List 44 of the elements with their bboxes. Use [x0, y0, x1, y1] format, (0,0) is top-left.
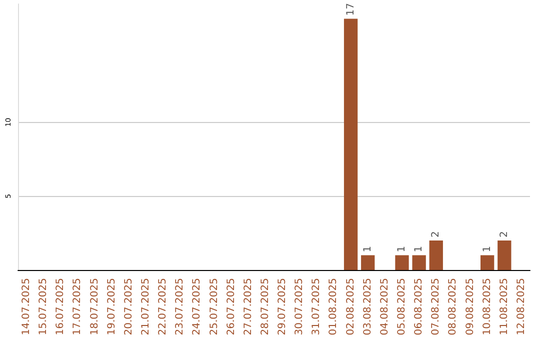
data-label: 2: [498, 231, 510, 238]
x-tick-label: 22.07.2025: [158, 278, 169, 336]
bar: [412, 255, 426, 270]
bar: [498, 240, 512, 270]
x-tick-label: 24.07.2025: [192, 278, 203, 336]
data-label: 1: [414, 246, 425, 252]
x-tick-label: 19.07.2025: [106, 278, 118, 336]
x-tick-label: 30.07.2025: [294, 278, 306, 336]
x-tick-label: 02.08.2025: [345, 278, 356, 336]
x-tick-label: 25.07.2025: [208, 278, 220, 336]
x-tick-label: 10.08.2025: [482, 278, 493, 336]
bar: [480, 255, 494, 270]
x-tick-label: 16.07.2025: [55, 278, 66, 336]
x-tick-label: 05.08.2025: [396, 278, 408, 336]
x-tick-label: 18.07.2025: [89, 278, 100, 336]
x-tick-label: 26.07.2025: [226, 278, 237, 336]
x-tick-label: 09.08.2025: [464, 278, 476, 336]
x-tick-label: 07.08.2025: [430, 278, 442, 336]
data-label: 1: [362, 246, 374, 252]
x-tick-label: 04.08.2025: [379, 278, 390, 336]
x-tick-label: 23.07.2025: [174, 278, 186, 336]
data-label: 1: [482, 246, 493, 252]
data-label: 17: [345, 3, 356, 16]
x-tick-label: 11.08.2025: [498, 278, 510, 336]
x-tick-label: 01.08.2025: [328, 278, 340, 336]
x-tick-label: 14.07.2025: [21, 278, 32, 336]
x-tick-label: 03.08.2025: [362, 278, 374, 336]
x-tick-label: 27.07.2025: [242, 278, 254, 336]
x-tick-label: 08.08.2025: [448, 278, 459, 336]
bar: [395, 255, 409, 270]
bar: [361, 255, 375, 270]
bar: [344, 18, 358, 270]
x-tick-label: 17.07.2025: [72, 278, 84, 336]
x-tick-label: 31.07.2025: [311, 278, 322, 336]
x-tick-label: 21.07.2025: [140, 278, 152, 336]
bar: [429, 240, 443, 270]
data-label: 2: [430, 231, 442, 238]
x-tick-label: 29.07.2025: [277, 278, 288, 336]
data-label: 1: [396, 246, 408, 252]
x-tick-label: 28.07.2025: [260, 278, 271, 336]
x-tick-label: 15.07.2025: [38, 278, 50, 336]
x-tick-label: 06.08.2025: [414, 278, 425, 336]
x-tick-label: 20.07.2025: [123, 278, 134, 336]
x-tick-label: 12.08.2025: [516, 278, 527, 336]
